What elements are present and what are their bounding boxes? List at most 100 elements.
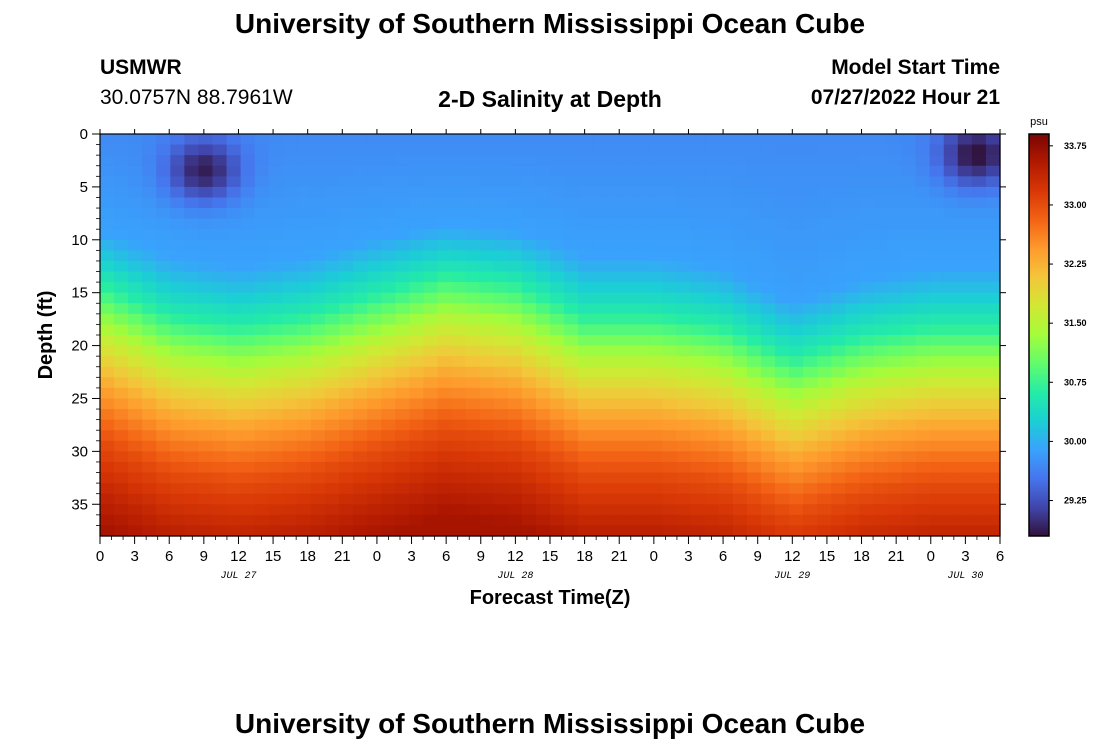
heatmap-cell [367,398,382,410]
heatmap-cell [268,493,284,505]
heatmap-cell [395,335,410,347]
heatmap-cell [845,144,860,156]
heatmap-cell [339,419,354,431]
heatmap-cell [170,387,185,400]
heatmap-cell [325,271,340,283]
heatmap-cell [156,303,171,315]
heatmap-cell [929,366,945,378]
heatmap-cell [971,493,987,505]
heatmap-cell [915,451,931,463]
heatmap-cell [339,134,354,146]
heatmap-cell [789,514,804,527]
heatmap-cell [971,292,987,304]
heatmap-cell [550,493,565,505]
heatmap-cell [831,472,846,484]
heatmap-cell [226,419,242,431]
heatmap-cell [114,504,129,516]
heatmap-cell [198,419,214,431]
heatmap-cell [156,504,171,516]
heatmap-cell [423,218,439,230]
heatmap-cell [760,472,776,484]
heatmap-cell [732,186,748,199]
heatmap-cell [578,208,593,220]
heatmap-cell [831,345,846,357]
heatmap-cell [395,345,410,357]
heatmap-cell [564,282,579,294]
heatmap-cell [367,345,382,357]
heatmap-cell [564,208,579,220]
x-tick-label: 6 [442,548,450,565]
heatmap-cell [100,472,115,484]
heatmap-cell [859,377,875,389]
heatmap-cell [437,440,453,452]
heatmap-cell [240,356,256,368]
heatmap-cell [170,313,185,326]
y-tick-label: 20 [71,338,88,355]
heatmap-cell [985,208,1001,220]
heatmap-cell [409,387,425,400]
heatmap-cell [254,292,270,304]
heatmap-cell [845,186,860,199]
heatmap-cell [296,260,312,273]
heatmap-cell [128,461,143,474]
heatmap-cell [901,229,917,241]
heatmap-cell [957,165,973,177]
heatmap-cell [381,260,396,273]
heatmap-cell [170,525,185,537]
heatmap-cell [423,387,439,400]
heatmap-cell [775,292,790,304]
heatmap-cell [395,303,410,315]
heatmap-cell [156,229,171,241]
heatmap-cell [325,303,340,315]
heatmap-cell [465,419,481,431]
heatmap-cell [662,176,678,188]
heatmap-cell [859,208,875,220]
heatmap-cell [296,218,312,230]
heatmap-cell [493,303,509,315]
heatmap-cell [578,419,593,431]
heatmap-cell [704,250,720,262]
heatmap-cell [775,430,790,442]
heatmap-cell [170,260,185,273]
heatmap-cell [282,303,298,315]
heatmap-cell [676,155,692,167]
heatmap-cell [929,155,945,167]
heatmap-cell [325,155,340,167]
heatmap-cell [493,356,509,368]
heatmap-cell [128,387,143,400]
heatmap-cell [901,250,917,262]
heatmap-cell [985,218,1001,230]
heatmap-cell [170,345,185,357]
heatmap-cell [817,239,832,251]
heatmap-cell [493,229,509,241]
heatmap-cell [128,398,143,410]
heatmap-cell [465,303,481,315]
heatmap-cell [760,282,776,294]
heatmap-cell [310,366,326,378]
heatmap-cell [296,430,312,442]
heatmap-cell [156,525,171,537]
heatmap-cell [282,504,298,516]
heatmap-cell [564,324,579,336]
heatmap-cell [367,419,382,431]
heatmap-cell [142,282,157,294]
heatmap-cell [296,451,312,463]
heatmap-cell [859,292,875,304]
heatmap-cell [479,345,495,357]
heatmap-cell [789,356,804,368]
heatmap-cell [971,134,987,146]
heatmap-cell [367,165,382,177]
heatmap-cell [690,218,706,230]
heatmap-cell [170,303,185,315]
heatmap-cell [732,165,748,177]
heatmap-cell [550,419,565,431]
heatmap-cell [240,239,256,251]
heatmap-cell [690,282,706,294]
colorbar-tick-label: 31.50 [1064,318,1087,328]
heatmap-cell [760,313,776,326]
heatmap-cell [929,250,945,262]
heatmap-cell [325,430,340,442]
heatmap-cell [296,282,312,294]
heatmap-cell [240,292,256,304]
heatmap-cell [845,345,860,357]
